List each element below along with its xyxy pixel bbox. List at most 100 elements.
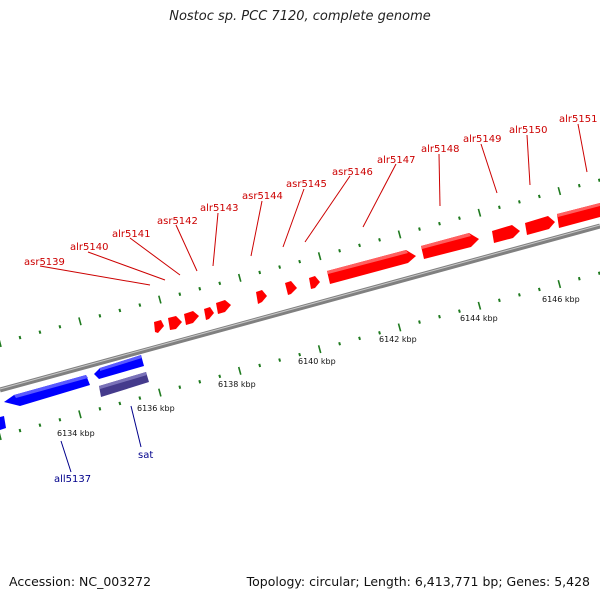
- gene-label-alr5148[interactable]: alr5148: [421, 144, 459, 207]
- tick-mark: [98, 407, 102, 411]
- tick-mark: [18, 428, 22, 433]
- tick-mark: [18, 335, 22, 340]
- svg-text:alr5150: alr5150: [509, 125, 547, 136]
- svg-text:alr5147: alr5147: [377, 155, 415, 166]
- gene-arrow-left-partial[interactable]: [0, 416, 6, 430]
- tick-mark: [38, 330, 42, 334]
- gene-label-alr5141[interactable]: alr5141: [112, 229, 181, 276]
- tick-mark: [498, 205, 501, 210]
- tick-mark: [178, 292, 182, 296]
- tick-mark: [278, 358, 282, 362]
- gene-label-asr5146[interactable]: asr5146: [304, 167, 373, 243]
- tick-mark: [317, 345, 322, 354]
- tick-mark: [358, 243, 361, 248]
- tick-mark: [138, 303, 142, 307]
- tick-mark: [178, 385, 182, 389]
- tick-mark: [258, 270, 262, 275]
- svg-text:alr5148: alr5148: [421, 144, 459, 155]
- gene-label-alr5143[interactable]: alr5143: [200, 203, 238, 267]
- gene-label-alr5150[interactable]: alr5150: [509, 125, 547, 186]
- inner-tick-track: [0, 271, 600, 441]
- scale-label-6138: 6138 kbp: [218, 380, 256, 389]
- tick-mark: [218, 374, 222, 379]
- svg-text:asr5144: asr5144: [242, 191, 283, 202]
- reverse-genes[interactable]: [0, 355, 149, 430]
- scale-label-6142: 6142 kbp: [379, 335, 417, 344]
- gene-arrow-asr5142[interactable]: [204, 307, 214, 320]
- gene-arrow-alr5140[interactable]: [168, 316, 182, 330]
- tick-mark: [338, 341, 341, 346]
- tick-mark: [397, 323, 402, 332]
- tick-mark: [418, 227, 421, 231]
- genome-backbone: [0, 223, 600, 393]
- tick-mark: [38, 423, 42, 427]
- scale-label-6136: 6136 kbp: [137, 404, 175, 413]
- tick-mark: [317, 252, 322, 261]
- gene-label-alr5147[interactable]: alr5147: [362, 155, 415, 228]
- gene-label-sat[interactable]: sat: [130, 405, 153, 461]
- gene-label-all5137[interactable]: all5137: [54, 440, 91, 485]
- scale-label-6134: 6134 kbp: [57, 429, 95, 438]
- gene-arrow-alr5147[interactable]: [327, 250, 416, 284]
- gene-arrow-alr5141[interactable]: [184, 311, 199, 325]
- tick-mark: [298, 259, 302, 264]
- tick-mark: [118, 401, 122, 406]
- tick-mark: [418, 320, 421, 324]
- tick-mark: [518, 293, 521, 297]
- gene-label-asr5142[interactable]: asr5142: [157, 216, 198, 272]
- tick-mark: [158, 295, 162, 304]
- tick-mark: [458, 216, 461, 220]
- gene-label-asr5139[interactable]: asr5139: [24, 257, 151, 286]
- tick-mark: [537, 287, 541, 292]
- scale-label-6140: 6140 kbp: [298, 357, 336, 366]
- scale-label-6146: 6146 kbp: [542, 295, 580, 304]
- svg-text:asr5145: asr5145: [286, 179, 327, 190]
- svg-text:alr5143: alr5143: [200, 203, 238, 214]
- tick-mark: [577, 276, 581, 281]
- tick-mark: [237, 366, 242, 375]
- tick-mark: [198, 286, 202, 291]
- tick-mark: [278, 265, 282, 269]
- svg-text:asr5146: asr5146: [332, 167, 373, 178]
- tick-mark: [158, 388, 162, 397]
- gene-label-asr5145[interactable]: asr5145: [282, 179, 327, 248]
- tick-mark: [258, 363, 262, 368]
- tick-mark: [58, 324, 62, 329]
- scale-labels: 6134 kbp 6136 kbp 6138 kbp 6140 kbp 6142…: [57, 295, 580, 438]
- gene-arrow-alr5143[interactable]: [216, 300, 231, 314]
- gene-label-alr5149[interactable]: alr5149: [463, 134, 501, 194]
- gene-arrow-alr5148[interactable]: [421, 233, 479, 259]
- rna-arrow-sat[interactable]: [99, 372, 149, 397]
- svg-text:sat: sat: [138, 450, 153, 461]
- tick-mark: [118, 308, 122, 313]
- tick-mark: [438, 221, 441, 226]
- gene-arrow-alr5150[interactable]: [525, 216, 555, 235]
- genome-map: 6134 kbp 6136 kbp 6138 kbp 6140 kbp 6142…: [0, 114, 600, 485]
- tick-mark: [138, 396, 142, 400]
- forward-genes[interactable]: [154, 203, 600, 333]
- outer-tick-track: [0, 178, 600, 348]
- tick-mark: [338, 248, 341, 253]
- tick-mark: [78, 410, 82, 419]
- gene-arrow-alr5149[interactable]: [492, 225, 520, 243]
- gene-arrow-asr5146[interactable]: [309, 276, 320, 289]
- tick-mark: [477, 301, 482, 310]
- tick-mark: [537, 194, 541, 199]
- gene-arrow-alr5151[interactable]: [557, 203, 600, 228]
- gene-arrow-asr5145[interactable]: [285, 281, 297, 295]
- gene-arrow-asr5139[interactable]: [154, 320, 164, 333]
- tick-mark: [397, 230, 402, 239]
- svg-text:asr5139: asr5139: [24, 257, 65, 268]
- tick-mark: [78, 317, 82, 326]
- gene-label-alr5140[interactable]: alr5140: [70, 242, 166, 281]
- tick-mark: [477, 208, 482, 217]
- tick-mark: [557, 186, 562, 196]
- tick-mark: [237, 273, 242, 282]
- gene-arrow-asr5144[interactable]: [256, 290, 267, 304]
- tick-mark: [557, 279, 562, 289]
- tick-mark: [0, 339, 2, 348]
- scale-label-6144: 6144 kbp: [460, 314, 498, 323]
- tick-mark: [358, 336, 361, 341]
- gene-label-asr5144[interactable]: asr5144: [242, 191, 283, 257]
- gene-label-alr5151[interactable]: alr5151: [559, 114, 597, 173]
